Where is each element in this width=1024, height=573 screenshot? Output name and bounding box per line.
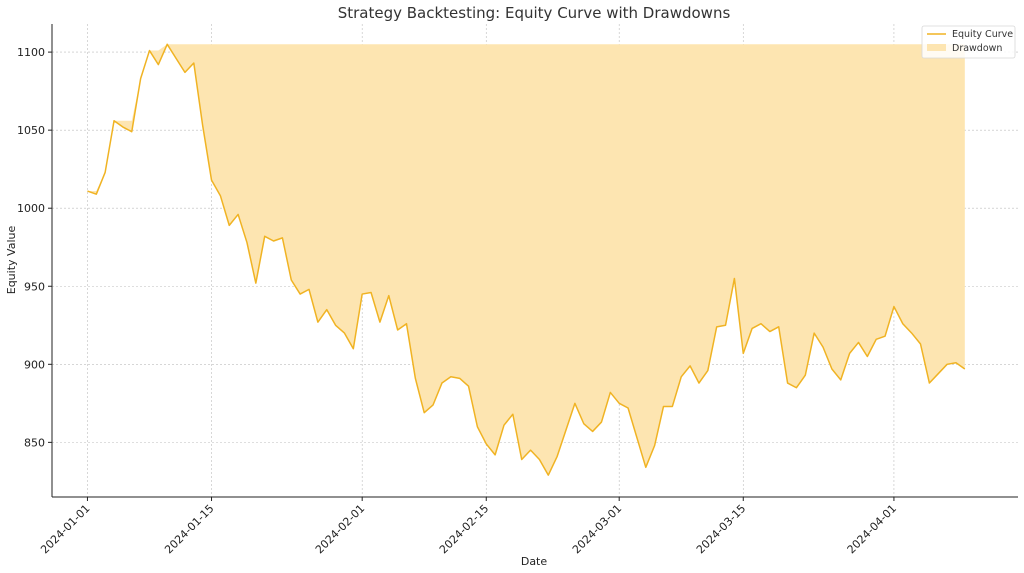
x-tick-label: 2024-04-01 [845, 502, 899, 556]
y-axis-label: Equity Value [5, 226, 18, 295]
y-tick-label: 850 [24, 436, 45, 449]
legend-swatch-drawdown [927, 44, 946, 51]
x-axis-label: Date [521, 555, 548, 568]
x-tick-label: 2024-02-15 [437, 502, 491, 556]
y-tick-label: 1000 [17, 202, 45, 215]
x-tick-label: 2024-01-15 [162, 502, 216, 556]
legend-label-equity-curve: Equity Curve [952, 29, 1013, 40]
equity-curve-line [87, 43, 966, 476]
x-axis-ticks: 2024-01-01 2024-01-15 2024-02-01 2024-02-15… [38, 497, 899, 556]
x-tick-label: 2024-02-01 [313, 502, 367, 556]
drawdown-area [87, 44, 965, 476]
equity-curve-layer [87, 43, 966, 476]
y-tick-label: 1100 [17, 46, 45, 59]
y-tick-label: 900 [24, 358, 45, 371]
y-axis-ticks: 850 900 950 1000 1050 1100 [17, 46, 52, 449]
x-tick-label: 2024-01-01 [38, 502, 92, 556]
axes [51, 24, 1018, 498]
x-tick-label: 2024-03-15 [694, 502, 748, 556]
y-tick-label: 1050 [17, 124, 45, 137]
y-tick-label: 950 [24, 280, 45, 293]
chart-title: Strategy Backtesting: Equity Curve with … [338, 4, 731, 22]
drawdown-layer [87, 44, 965, 476]
legend-label-drawdown: Drawdown [952, 43, 1002, 54]
legend: Equity Curve Drawdown [921, 25, 1016, 59]
x-tick-label: 2024-03-01 [570, 502, 624, 556]
